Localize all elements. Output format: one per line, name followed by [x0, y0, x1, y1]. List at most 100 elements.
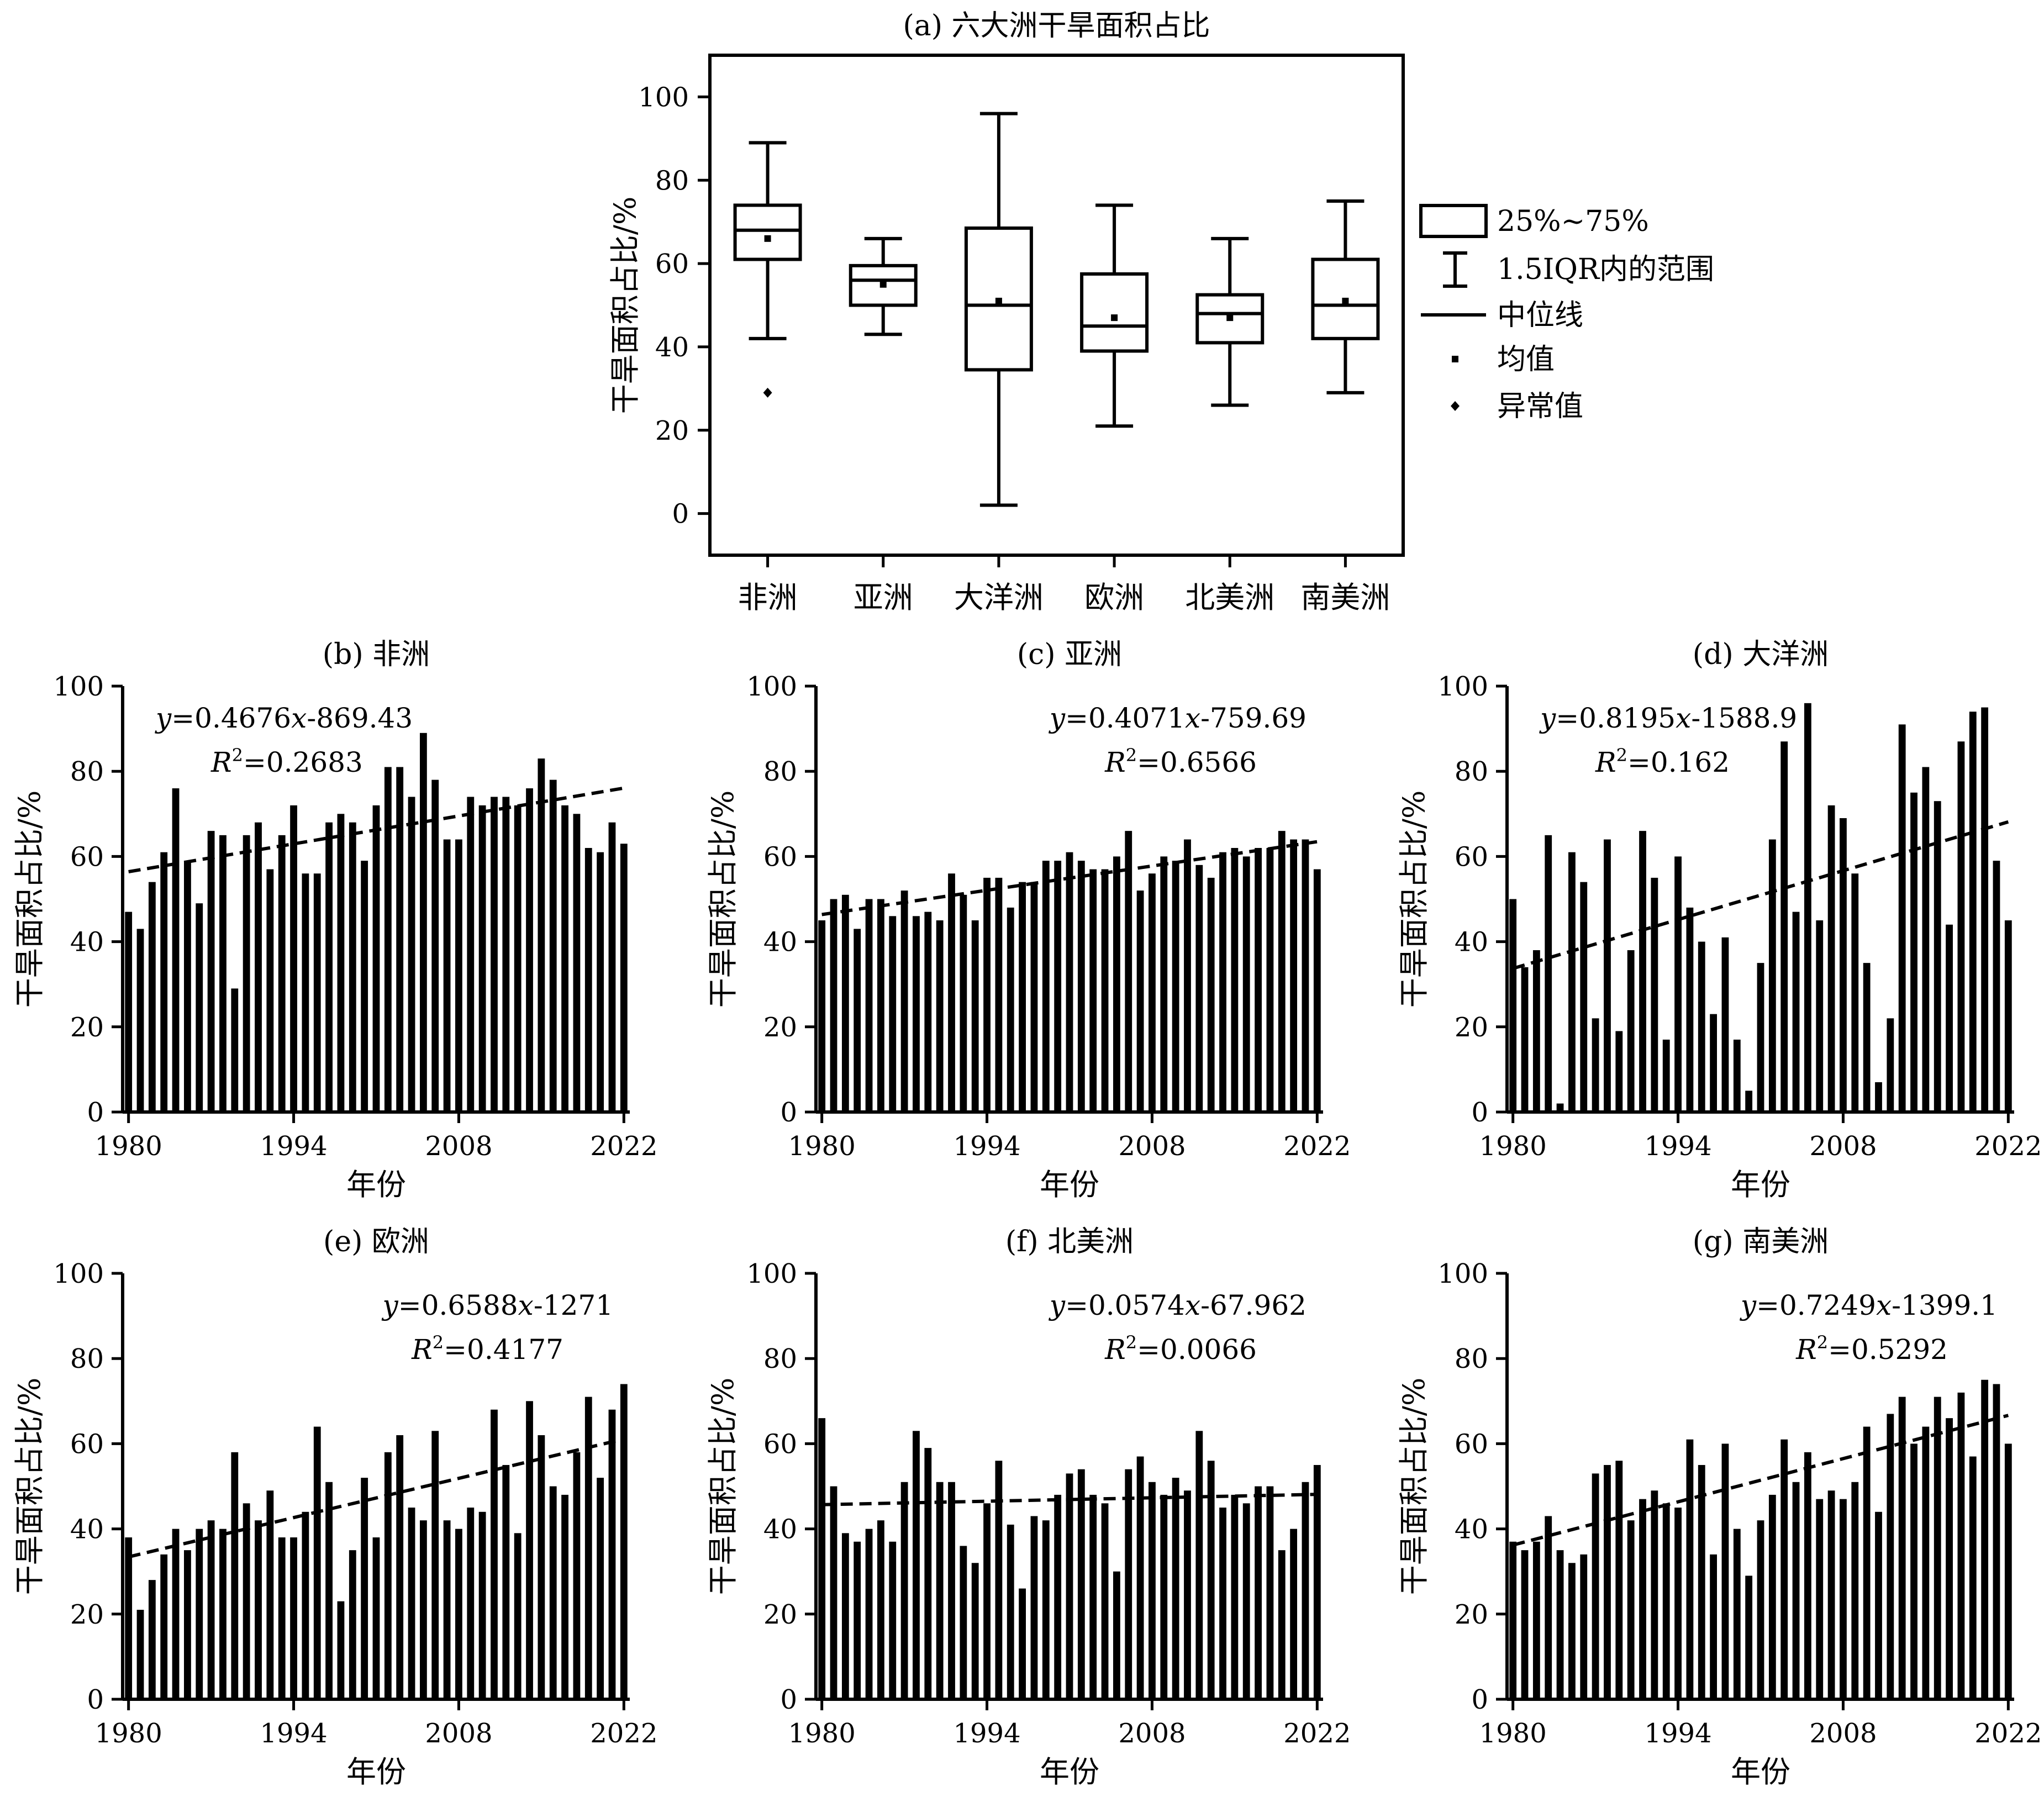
y-tick-label: 20	[763, 1012, 797, 1043]
bar	[1662, 1039, 1670, 1112]
trend-line	[1512, 820, 2009, 970]
bar	[384, 1452, 392, 1699]
bar	[491, 797, 498, 1112]
bar	[1568, 1563, 1576, 1699]
mean-marker	[1226, 314, 1234, 322]
y-tick-label: 40	[655, 332, 689, 363]
bar	[1946, 1418, 1953, 1699]
bar	[1686, 907, 1694, 1112]
bar	[290, 1537, 297, 1699]
r-squared: R2=0.0066	[1104, 1332, 1257, 1366]
equation-y: y	[1539, 702, 1556, 734]
equation-coef: =0.8195	[1556, 702, 1676, 734]
x-tick-label: 2008	[1809, 1131, 1877, 1162]
bar	[960, 1546, 967, 1699]
trend-equation: y=0.6588x-1271	[382, 1289, 613, 1321]
legend-label: 异常值	[1497, 390, 1583, 423]
equation-const: -1271	[534, 1289, 613, 1321]
bar	[1674, 856, 1682, 1112]
y-tick-label: 60	[763, 1429, 797, 1459]
r2-value: =0.5292	[1828, 1334, 1948, 1366]
bar	[924, 911, 932, 1112]
y-axis-label: 干旱面积占比/%	[12, 791, 47, 1008]
bar	[372, 1537, 380, 1699]
x-tick-label: 2008	[1809, 1718, 1877, 1749]
bar	[1219, 852, 1226, 1112]
bar	[1627, 950, 1635, 1112]
y-tick-label: 60	[1455, 841, 1488, 872]
bar	[1580, 882, 1588, 1112]
y-tick-label: 40	[763, 1514, 797, 1545]
r2-superscript: 2	[1817, 1332, 1828, 1353]
bar	[584, 847, 592, 1112]
bar	[889, 1541, 897, 1699]
bar	[207, 1520, 215, 1699]
bar	[278, 835, 286, 1112]
r2-value: =0.4177	[444, 1334, 563, 1366]
bar	[1875, 1511, 1882, 1699]
bar	[526, 788, 533, 1112]
bar	[913, 916, 920, 1112]
x-axis-label: 年份	[1731, 1754, 1790, 1789]
y-tick-label: 40	[70, 1514, 104, 1545]
bar	[408, 1508, 415, 1699]
bar	[608, 822, 616, 1112]
bar	[1946, 924, 1953, 1112]
bar	[196, 1529, 203, 1699]
bar	[1969, 712, 1977, 1112]
bar	[830, 1486, 837, 1699]
legend-symbol-mean	[1452, 356, 1458, 362]
bar	[549, 779, 557, 1112]
bar	[1840, 818, 1847, 1112]
bar	[1556, 1103, 1564, 1112]
y-tick-label: 0	[780, 1097, 797, 1128]
bar	[125, 1537, 133, 1699]
x-tick-label: 1980	[1479, 1131, 1547, 1162]
x-tick-label: 北美洲	[1185, 580, 1274, 615]
y-tick-label: 100	[746, 671, 797, 702]
bar	[361, 1478, 368, 1699]
bar	[1184, 839, 1191, 1112]
bar	[1592, 1473, 1599, 1699]
bar	[302, 1511, 309, 1699]
y-tick-label: 100	[746, 1258, 797, 1289]
x-tick-label: 2008	[1118, 1718, 1186, 1749]
bar	[1910, 1443, 1917, 1699]
bar	[243, 835, 250, 1112]
legend-label: 中位线	[1497, 299, 1583, 332]
x-axis-label: 年份	[1040, 1754, 1099, 1789]
bar	[620, 844, 628, 1112]
bar	[478, 1511, 486, 1699]
bar	[1792, 1482, 1800, 1699]
bar	[1922, 1426, 1930, 1699]
y-tick-label: 60	[70, 1429, 104, 1459]
bar	[854, 929, 861, 1112]
bar	[1898, 724, 1906, 1112]
bar	[337, 1601, 345, 1699]
bar	[900, 1482, 908, 1699]
bar	[841, 1533, 849, 1699]
bar	[1136, 1456, 1144, 1699]
r2-letter: R	[1104, 1334, 1126, 1366]
bar	[1255, 847, 1262, 1112]
y-tick-label: 40	[763, 927, 797, 958]
r2-value: =0.6566	[1137, 746, 1257, 778]
bar	[1792, 911, 1800, 1112]
bar	[1077, 861, 1085, 1112]
trend-line	[1512, 1414, 2009, 1547]
trend-equation: y=0.0574x-67.962	[1049, 1289, 1307, 1321]
bar	[1545, 1516, 1552, 1699]
r2-superscript: 2	[433, 1332, 444, 1353]
plot-frame	[708, 54, 1405, 557]
bar	[1113, 856, 1120, 1112]
bar	[136, 929, 144, 1112]
x-tick-label: 1980	[95, 1718, 162, 1749]
trend-equation: y=0.7249x-1399.1	[1740, 1289, 1998, 1321]
equation-const: -759.69	[1200, 702, 1307, 734]
x-tick-label: 2022	[590, 1131, 657, 1162]
bar	[1532, 1541, 1540, 1699]
x-tick-label: 2008	[425, 1131, 492, 1162]
trend-line	[128, 1437, 625, 1559]
y-tick-label: 0	[1471, 1684, 1488, 1715]
bar	[1957, 741, 1965, 1112]
